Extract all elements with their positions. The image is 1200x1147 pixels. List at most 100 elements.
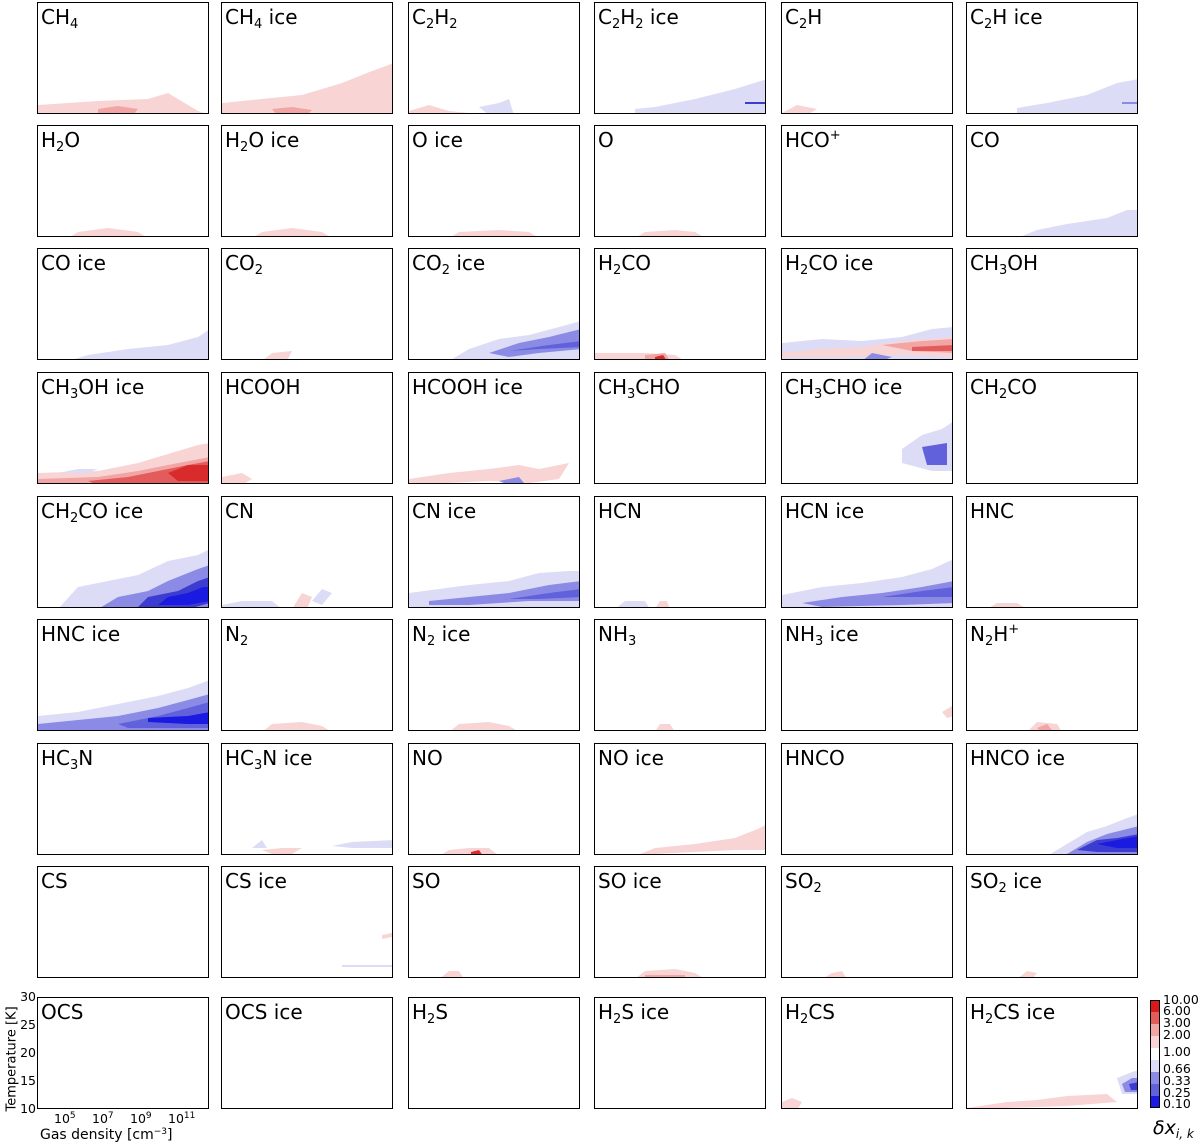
panel-c2h-ice: C2H ice <box>966 2 1138 114</box>
contour-plot <box>902 422 952 471</box>
panel-label: C2H <box>785 5 823 32</box>
contour-region <box>471 850 482 854</box>
contour-plot <box>1022 210 1137 236</box>
contour-plot <box>942 706 952 718</box>
panel-label: O <box>598 128 614 152</box>
contour-region <box>802 581 952 607</box>
contour-region <box>489 329 579 357</box>
panel-so2-ice: SO2 ice <box>966 866 1138 978</box>
panel-o-ice: O ice <box>408 125 580 237</box>
panel-ch4: CH4 <box>37 2 209 114</box>
contour-plot <box>452 321 579 359</box>
panel-label: H2O ice <box>225 128 300 155</box>
contour-region <box>655 355 666 359</box>
x-axis-label-text: Gas density [cm <box>40 1127 154 1143</box>
panel-label: CH3OH <box>970 251 1039 278</box>
panel-hc3n: HC3N <box>37 743 209 855</box>
x-axis-label: Gas density [cm−3] <box>40 1127 173 1143</box>
panel-co-ice: CO ice <box>37 248 209 360</box>
panel-label: H2S <box>412 1000 449 1027</box>
panel-hnc-ice: HNC ice <box>37 619 209 731</box>
panel-label: HCO+ <box>785 128 841 152</box>
contour-plot <box>635 79 765 113</box>
colorbar-tick-label: 3.00 <box>1163 1015 1191 1030</box>
contour-plot <box>782 327 952 359</box>
contour-region <box>168 465 208 481</box>
contour-region <box>922 443 947 465</box>
contour-region <box>252 840 267 848</box>
panel-c2h: C2H <box>781 2 953 114</box>
contour-plot <box>1029 722 1061 730</box>
panel-nh3-ice: NH3 ice <box>781 619 953 731</box>
panel-label: CO2 ice <box>412 251 486 278</box>
contour-region <box>990 603 1024 607</box>
contour-plot <box>222 589 332 607</box>
panel-hnco: HNCO <box>781 743 953 855</box>
panel-label: SO <box>412 869 441 893</box>
contour-region <box>382 933 392 939</box>
colorbar-segment <box>1150 1012 1160 1025</box>
panel-label: SO ice <box>598 869 662 893</box>
contour-region <box>479 99 514 113</box>
contour-plot <box>74 330 208 359</box>
colorbar-tick-label: 0.66 <box>1163 1061 1191 1076</box>
x-axis-label-end: ] <box>167 1127 173 1143</box>
contour-region <box>262 848 302 854</box>
colorbar-tick-label: 0.25 <box>1163 1085 1191 1100</box>
panel-label: CO <box>970 128 1000 152</box>
panel-label: H2CS ice <box>970 1000 1056 1027</box>
contour-region <box>222 601 280 607</box>
contour-plot <box>441 971 463 977</box>
contour-plot <box>252 840 392 854</box>
contour-plot <box>342 933 392 967</box>
panel-ocs: OCS <box>37 997 209 1109</box>
contour-plot <box>1050 814 1137 854</box>
contour-region <box>499 477 524 483</box>
contour-plot <box>656 724 674 730</box>
contour-region <box>429 581 579 605</box>
panel-label: CO2 <box>225 251 263 278</box>
panel-label: HNC ice <box>41 622 121 646</box>
contour-region <box>409 105 469 113</box>
panel-nh3: NH3 <box>594 619 766 731</box>
contour-region <box>255 228 329 236</box>
contour-region <box>942 706 952 718</box>
colorbar-segment <box>1150 1036 1160 1049</box>
contour-region <box>58 469 98 473</box>
contour-plot <box>59 550 208 607</box>
panel-o: O <box>594 125 766 237</box>
panel-hc3n-ice: HC3N ice <box>221 743 393 855</box>
contour-plot <box>222 63 392 113</box>
panel-label: O ice <box>412 128 463 152</box>
panel-ch3cho-ice: CH3CHO ice <box>781 372 953 484</box>
contour-region <box>1037 724 1052 730</box>
panel-cn-ice: CN ice <box>408 496 580 608</box>
x-axis-label-exp: −3 <box>153 1127 168 1137</box>
contour-region <box>264 351 292 359</box>
colorbar-tick-label: 1.00 <box>1163 1044 1191 1059</box>
contour-plot <box>637 969 702 977</box>
colorbar-segment <box>1150 1084 1160 1097</box>
panel-h2o: H2O <box>37 125 209 237</box>
contour-region <box>864 353 892 359</box>
colorbar-segment <box>1150 1000 1160 1013</box>
contour-plot <box>595 353 682 359</box>
colorbar-segment <box>1150 1096 1160 1108</box>
panel-h2co-ice: H2CO ice <box>781 248 953 360</box>
contour-region <box>782 105 817 113</box>
colorbar-tick-label: 2.00 <box>1163 1027 1191 1042</box>
panel-label: SO2 ice <box>970 869 1042 896</box>
panel-n2-ice: N2 ice <box>408 619 580 731</box>
panel-label: NH3 ice <box>785 622 859 649</box>
contour-region <box>1022 210 1137 236</box>
contour-plot <box>990 603 1024 607</box>
y-tick-label: 10 <box>20 1101 36 1116</box>
panel-ch4-ice: CH4 ice <box>221 2 393 114</box>
panel-label: CO ice <box>41 251 106 275</box>
x-tick-label: 109 <box>130 1111 152 1126</box>
contour-plot <box>782 559 952 607</box>
contour-plot <box>617 601 670 607</box>
contour-region <box>967 1094 1117 1108</box>
contour-plot <box>442 848 497 854</box>
